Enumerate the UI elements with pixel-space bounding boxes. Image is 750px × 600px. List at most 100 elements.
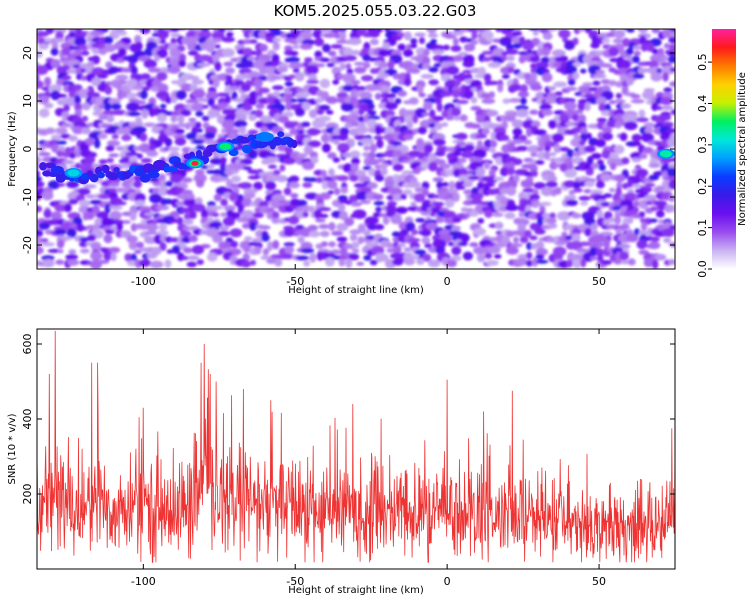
heatmap-cell (55, 31, 64, 41)
heatmap-cell (80, 68, 88, 73)
heatmap-cell (331, 230, 344, 236)
heatmap-cell (504, 114, 516, 122)
heatmap-cell (483, 73, 492, 82)
y-tick-label: -20 (21, 236, 34, 254)
heatmap-cell (248, 114, 257, 121)
heatmap-cell (127, 111, 142, 117)
heatmap-cell (91, 77, 102, 87)
heatmap-cell (420, 74, 434, 79)
heatmap-cell (539, 201, 552, 207)
heatmap-cell (609, 162, 617, 171)
heatmap-cell (666, 51, 675, 57)
heatmap-cell (216, 92, 230, 97)
heatmap-cell (238, 126, 247, 134)
heatmap-cell (272, 240, 280, 250)
heatmap-cell (378, 253, 389, 262)
heatmap-cell (579, 140, 586, 146)
heatmap-cell (410, 38, 418, 45)
heatmap-cell (213, 193, 222, 202)
heatmap-cell (416, 84, 424, 94)
heatmap-cell (445, 116, 454, 121)
heatmap-cell (469, 210, 479, 217)
heatmap-cell (432, 177, 444, 183)
heatmap-cell (451, 107, 461, 117)
heatmap-cell (104, 44, 116, 53)
heatmap-cell (475, 134, 488, 139)
heatmap-cell (572, 152, 582, 157)
heatmap-cell (196, 128, 203, 133)
heatmap-cell (434, 96, 442, 105)
heatmap-cell (548, 119, 557, 129)
heatmap-cell (542, 212, 551, 218)
heatmap-cell (196, 259, 204, 265)
heatmap-cell (485, 259, 499, 266)
heatmap-cell (92, 92, 101, 98)
heatmap-cell (74, 162, 81, 170)
heatmap-cell (331, 29, 341, 34)
heatmap-cell (62, 159, 75, 165)
snr-y-label: SNR (10 * v/v) (7, 413, 18, 484)
heatmap-cell (57, 249, 64, 254)
heatmap-cell (432, 138, 446, 146)
heatmap-cell (497, 83, 504, 93)
heatmap-cell (218, 225, 230, 231)
heatmap-cell (508, 84, 523, 91)
heatmap-cell (214, 44, 221, 49)
heatmap-cell (90, 251, 103, 261)
heatmap-cell (464, 144, 475, 152)
heatmap-cell (96, 74, 109, 79)
heatmap-cell (515, 105, 529, 111)
heatmap-cell (170, 58, 182, 69)
heatmap-cell (666, 167, 675, 178)
heatmap-cell (84, 156, 96, 164)
heatmap-cell (179, 230, 192, 237)
heatmap-cell (632, 73, 645, 79)
heatmap-cell (177, 114, 185, 125)
heatmap-cell (116, 79, 128, 85)
heatmap-ridge-cell (228, 149, 239, 157)
heatmap-cell (663, 87, 673, 93)
heatmap-cell (577, 29, 586, 32)
heatmap-cell (429, 109, 436, 119)
heatmap-cell (213, 78, 220, 88)
heatmap-cell (345, 258, 353, 269)
heatmap-cell (487, 61, 502, 68)
heatmap-cell (380, 85, 391, 95)
heatmap-ridge (39, 131, 675, 185)
heatmap-cell (490, 131, 497, 141)
heatmap-cell (406, 121, 414, 130)
heatmap-cell (547, 223, 558, 229)
heatmap-cell (506, 167, 516, 176)
heatmap-cell (358, 107, 365, 116)
heatmap-cell (452, 55, 464, 62)
heatmap-cell (471, 31, 478, 40)
heatmap-cell (279, 164, 286, 172)
heatmap-cell (221, 36, 235, 43)
heatmap-cell (285, 101, 292, 111)
heatmap-cell (596, 209, 604, 219)
heatmap-cell (114, 109, 127, 116)
heatmap-cell (531, 170, 538, 177)
heatmap-cell (74, 37, 87, 47)
heatmap-cell (319, 230, 330, 238)
heatmap-cell (589, 189, 604, 195)
heatmap-cell (357, 236, 365, 245)
heatmap-cell (104, 229, 115, 235)
heatmap-cell (452, 89, 460, 99)
heatmap-ridge-cell (101, 164, 110, 174)
heatmap-cell (481, 127, 490, 135)
heatmap-cell (462, 182, 473, 188)
heatmap-ridge-cell (164, 166, 178, 173)
heatmap-cell (627, 258, 636, 266)
heatmap-cell (302, 211, 309, 218)
heatmap-cell (229, 228, 243, 238)
heatmap-cell (544, 150, 551, 161)
heatmap-cell (261, 233, 270, 242)
heatmap-cell (579, 201, 589, 206)
heatmap-cell (626, 78, 634, 86)
heatmap-cell (266, 259, 277, 264)
heatmap-cell (229, 255, 238, 262)
heatmap-cell (511, 158, 523, 166)
heatmap-cell (515, 108, 529, 118)
heatmap-cell (337, 203, 346, 212)
